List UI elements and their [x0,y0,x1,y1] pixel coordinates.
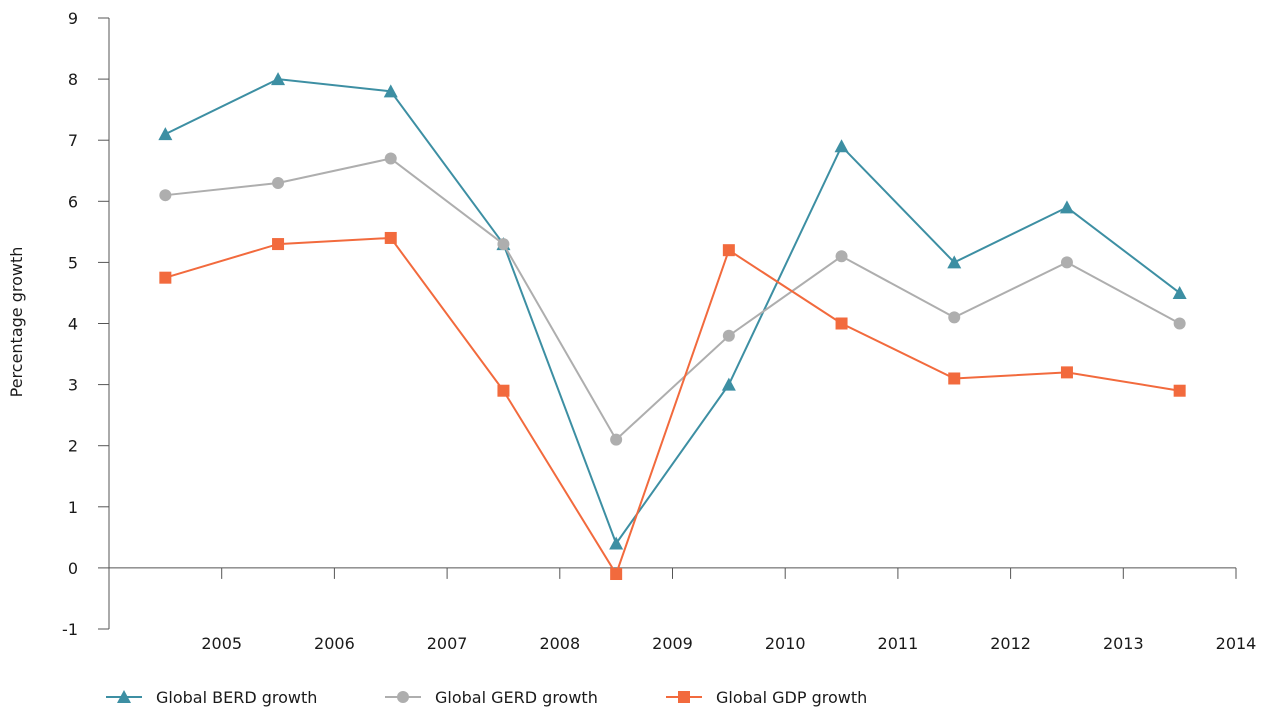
x-tick-label: 2005 [201,634,242,653]
x-tick-label: 2009 [652,634,693,653]
x-tick-label: 2008 [539,634,580,653]
x-tick-label: 2007 [427,634,468,653]
series-circle [159,152,1186,446]
y-axis-title: Percentage growth [7,247,26,398]
x-tick-label: 2013 [1103,634,1144,653]
legend-marker-circle [397,691,409,703]
y-tick-label: 5 [68,253,78,272]
x-tick-label: 2010 [765,634,806,653]
x-axis: 2005 2006 2007 2008 2009 2010 2011 2012 2013 2014 [109,567,1257,653]
data-point-triangle [1172,285,1187,299]
data-point-square [610,568,623,581]
legend-marker-triangle [117,690,131,703]
x-tick-label: 2011 [878,634,919,653]
y-tick-label: 1 [68,498,78,517]
y-axis: -1 0 1 2 3 4 5 6 7 8 9 [62,9,110,639]
y-tick-label: 6 [68,192,78,211]
data-point-square [722,244,735,257]
y-tick-label: -1 [62,620,78,639]
y-tick-label: 2 [68,437,78,456]
data-point-triangle [158,127,173,141]
x-tick-label: 2012 [990,634,1031,653]
legend-item: Global GERD growth [385,688,598,707]
data-point-circle [610,433,623,446]
data-point-square [1060,366,1073,379]
y-tick-label: 0 [68,559,78,578]
y-tick-label: 3 [68,376,78,395]
data-point-circle [159,189,172,202]
data-point-square [497,384,510,397]
data-point-triangle [1059,200,1074,214]
x-tick-label: 2014 [1216,634,1257,653]
series-line [165,157,1181,442]
data-point-circle [497,238,510,251]
data-point-triangle [834,139,849,153]
legend: Global BERD growth Global GERD growth Glob… [106,688,867,707]
series-layer [158,72,1187,581]
data-point-square [272,238,285,251]
series-square [159,231,1186,581]
data-point-square [384,231,397,244]
data-point-circle [1060,256,1073,269]
legend-item: Global GDP growth [666,688,867,707]
data-point-triangle [609,536,624,550]
legend-item: Global BERD growth [106,688,317,707]
y-tick-label: 8 [68,70,78,89]
y-tick-label: 4 [68,315,78,334]
data-point-triangle [947,255,962,269]
data-point-circle [1173,317,1186,330]
series-line [164,78,1181,546]
data-point-circle [272,176,285,189]
data-point-circle [722,329,735,342]
data-point-square [159,271,172,284]
data-point-square [835,317,848,330]
legend-label: Global GDP growth [716,688,867,707]
data-point-circle [835,250,848,263]
series-line [165,236,1180,577]
data-point-square [948,372,961,385]
data-point-circle [948,311,961,324]
x-tick-label: 2006 [314,634,355,653]
legend-marker-square [678,691,690,703]
data-point-triangle [721,377,736,391]
data-point-triangle [383,84,398,98]
series-triangle [158,72,1187,550]
y-tick-label: 7 [68,131,78,150]
data-point-circle [384,152,397,165]
data-point-square [1173,384,1186,397]
legend-label: Global GERD growth [435,688,598,707]
legend-label: Global BERD growth [156,688,317,707]
data-point-triangle [271,72,286,86]
y-tick-label: 9 [68,9,78,28]
